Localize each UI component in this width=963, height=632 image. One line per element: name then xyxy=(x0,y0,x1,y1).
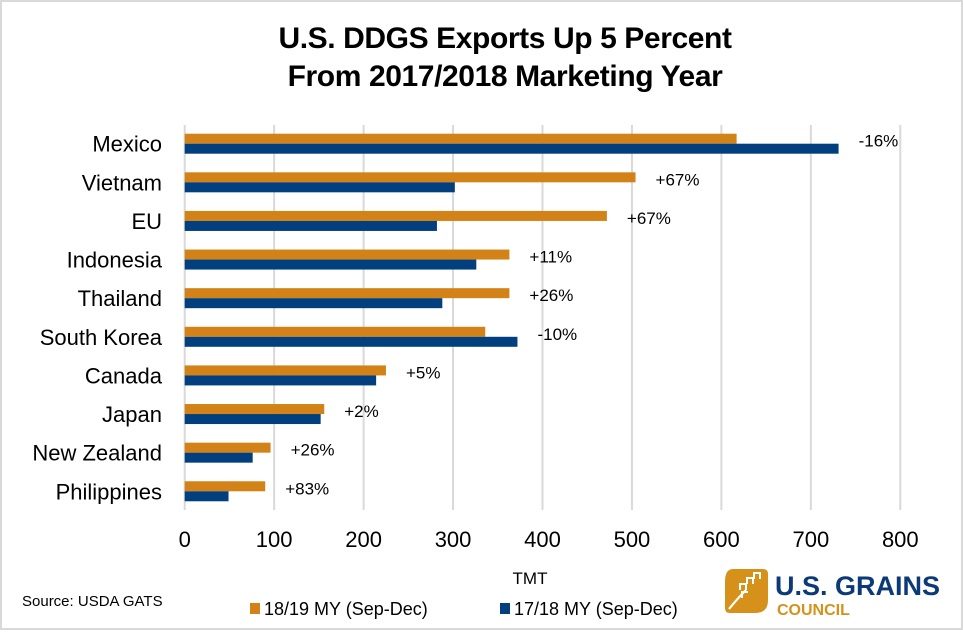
legend-label-18-19: 18/19 MY (Sep-Dec) xyxy=(264,599,428,619)
bar-eu-18-19 xyxy=(184,210,607,221)
bar-thailand-18-19 xyxy=(184,288,510,299)
category-label-canada: Canada xyxy=(85,363,163,388)
x-tick-label-600: 600 xyxy=(703,527,740,552)
x-tick-label-0: 0 xyxy=(179,527,191,552)
bar-canada-18-19 xyxy=(184,365,386,376)
bar-vietnam-17-18 xyxy=(184,182,455,193)
grains-council-leaf-icon xyxy=(725,569,768,613)
data-label-new-zealand: +26% xyxy=(291,441,335,460)
category-label-vietnam: Vietnam xyxy=(82,170,162,195)
x-tick-label-100: 100 xyxy=(256,527,293,552)
category-label-south-korea: South Korea xyxy=(40,325,163,350)
data-label-japan: +2% xyxy=(344,402,379,421)
data-label-south-korea: -10% xyxy=(537,325,577,344)
bar-indonesia-17-18 xyxy=(184,259,477,270)
data-label-mexico: -16% xyxy=(859,132,899,151)
bar-indonesia-18-19 xyxy=(184,249,510,260)
chart-title-line-1: U.S. DDGS Exports Up 5 Percent xyxy=(278,22,732,55)
category-label-indonesia: Indonesia xyxy=(67,248,163,273)
bar-south-korea-17-18 xyxy=(184,336,518,347)
logo-sub: COUNCIL xyxy=(777,602,850,619)
legend-label-17-18: 17/18 MY (Sep-Dec) xyxy=(514,599,678,619)
data-label-vietnam: +67% xyxy=(656,170,700,189)
bar-vietnam-18-19 xyxy=(184,172,636,183)
x-tick-label-300: 300 xyxy=(435,527,472,552)
bar-eu-17-18 xyxy=(184,220,437,231)
logo-name: U.S. GRAINS xyxy=(775,571,940,601)
x-tick-label-500: 500 xyxy=(614,527,651,552)
bar-canada-17-18 xyxy=(184,375,377,386)
legend-swatch-17-18 xyxy=(500,603,510,614)
chart-title-line-2: From 2017/2018 Marketing Year xyxy=(288,60,723,93)
bar-japan-18-19 xyxy=(184,404,325,415)
bar-mexico-18-19 xyxy=(184,133,737,144)
data-label-eu: +67% xyxy=(627,209,671,228)
x-tick-label-400: 400 xyxy=(524,527,561,552)
bar-new-zealand-18-19 xyxy=(184,442,271,453)
data-label-indonesia: +11% xyxy=(529,248,572,267)
us-grains-council-logo: U.S. GRAINS COUNCIL xyxy=(725,569,940,619)
bar-philippines-18-19 xyxy=(184,481,266,492)
category-labels: Mexico Vietnam EU Indonesia Thailand South Ko… xyxy=(32,132,162,505)
x-axis-title: TMT xyxy=(513,569,548,588)
bar-philippines-17-18 xyxy=(184,491,229,502)
data-label-thailand: +26% xyxy=(529,286,573,305)
category-label-japan: Japan xyxy=(102,402,162,427)
data-label-philippines: +83% xyxy=(285,479,329,498)
x-axis-ticks: 0 100 200 300 400 500 600 700 800 xyxy=(179,527,919,552)
source-note: Source: USDA GATS xyxy=(22,593,163,610)
bar-mexico-17-18 xyxy=(184,143,839,154)
legend: 18/19 MY (Sep-Dec) 17/18 MY (Sep-Dec) xyxy=(250,599,678,619)
legend-swatch-18-19 xyxy=(250,603,260,614)
bar-thailand-17-18 xyxy=(184,298,443,309)
category-label-mexico: Mexico xyxy=(92,132,162,157)
category-label-new-zealand: New Zealand xyxy=(32,441,162,466)
x-tick-label-200: 200 xyxy=(345,527,382,552)
bar-new-zealand-17-18 xyxy=(184,452,253,463)
x-tick-label-800: 800 xyxy=(882,527,919,552)
bar-south-korea-18-19 xyxy=(184,326,486,337)
category-label-eu: EU xyxy=(131,209,162,234)
category-label-philippines: Philippines xyxy=(56,479,162,504)
data-label-canada: +5% xyxy=(406,363,441,382)
bar-japan-17-18 xyxy=(184,414,321,425)
bars xyxy=(184,133,839,502)
data-labels: -16% +67% +67% +11% +26% -10% +5% +2% +26% +83% xyxy=(285,132,898,499)
x-tick-label-700: 700 xyxy=(792,527,829,552)
category-label-thailand: Thailand xyxy=(78,286,162,311)
